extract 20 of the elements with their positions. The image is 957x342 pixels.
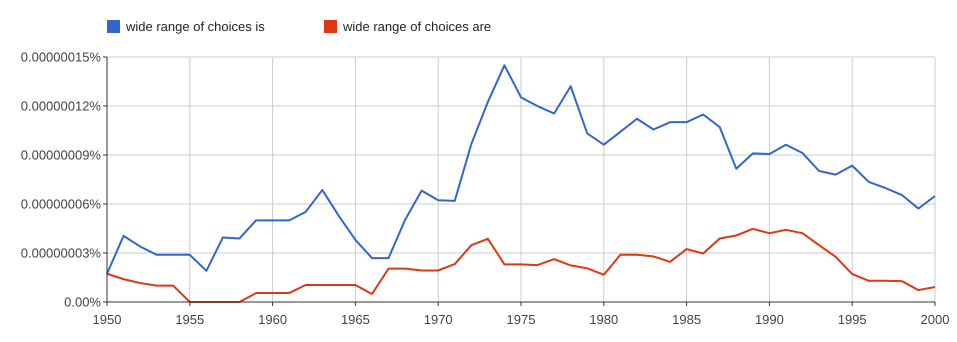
x-tick-label: 1950: [92, 312, 122, 327]
y-tick-label: 0.00000006%: [20, 196, 102, 212]
x-tick-label: 1990: [754, 312, 784, 327]
y-tick-label: 0.00000003%: [20, 246, 102, 261]
x-tick-label: 1980: [589, 312, 618, 327]
x-tick-label: 1955: [175, 312, 204, 327]
line-series: [106, 64, 936, 275]
x-tick-label: 1960: [258, 312, 288, 327]
x-tick-label: 1985: [672, 312, 702, 327]
legend-label: wide range of choices are: [342, 19, 492, 34]
y-tick-label: 0.00000009%: [20, 148, 102, 163]
x-tick-label: 1995: [838, 312, 867, 327]
x-tick-label: 2000: [920, 312, 950, 327]
x-tick-label: 1975: [506, 312, 536, 327]
y-tick-label: 0.00000012%: [20, 98, 102, 114]
x-tick-label: 1965: [340, 312, 370, 327]
y-tick-label: 0.00000015%: [20, 50, 102, 65]
x-tick-label: 1970: [424, 312, 453, 327]
y-tick-label: 0.00%: [64, 294, 102, 310]
legend-label: wide range of choices is: [125, 19, 266, 34]
